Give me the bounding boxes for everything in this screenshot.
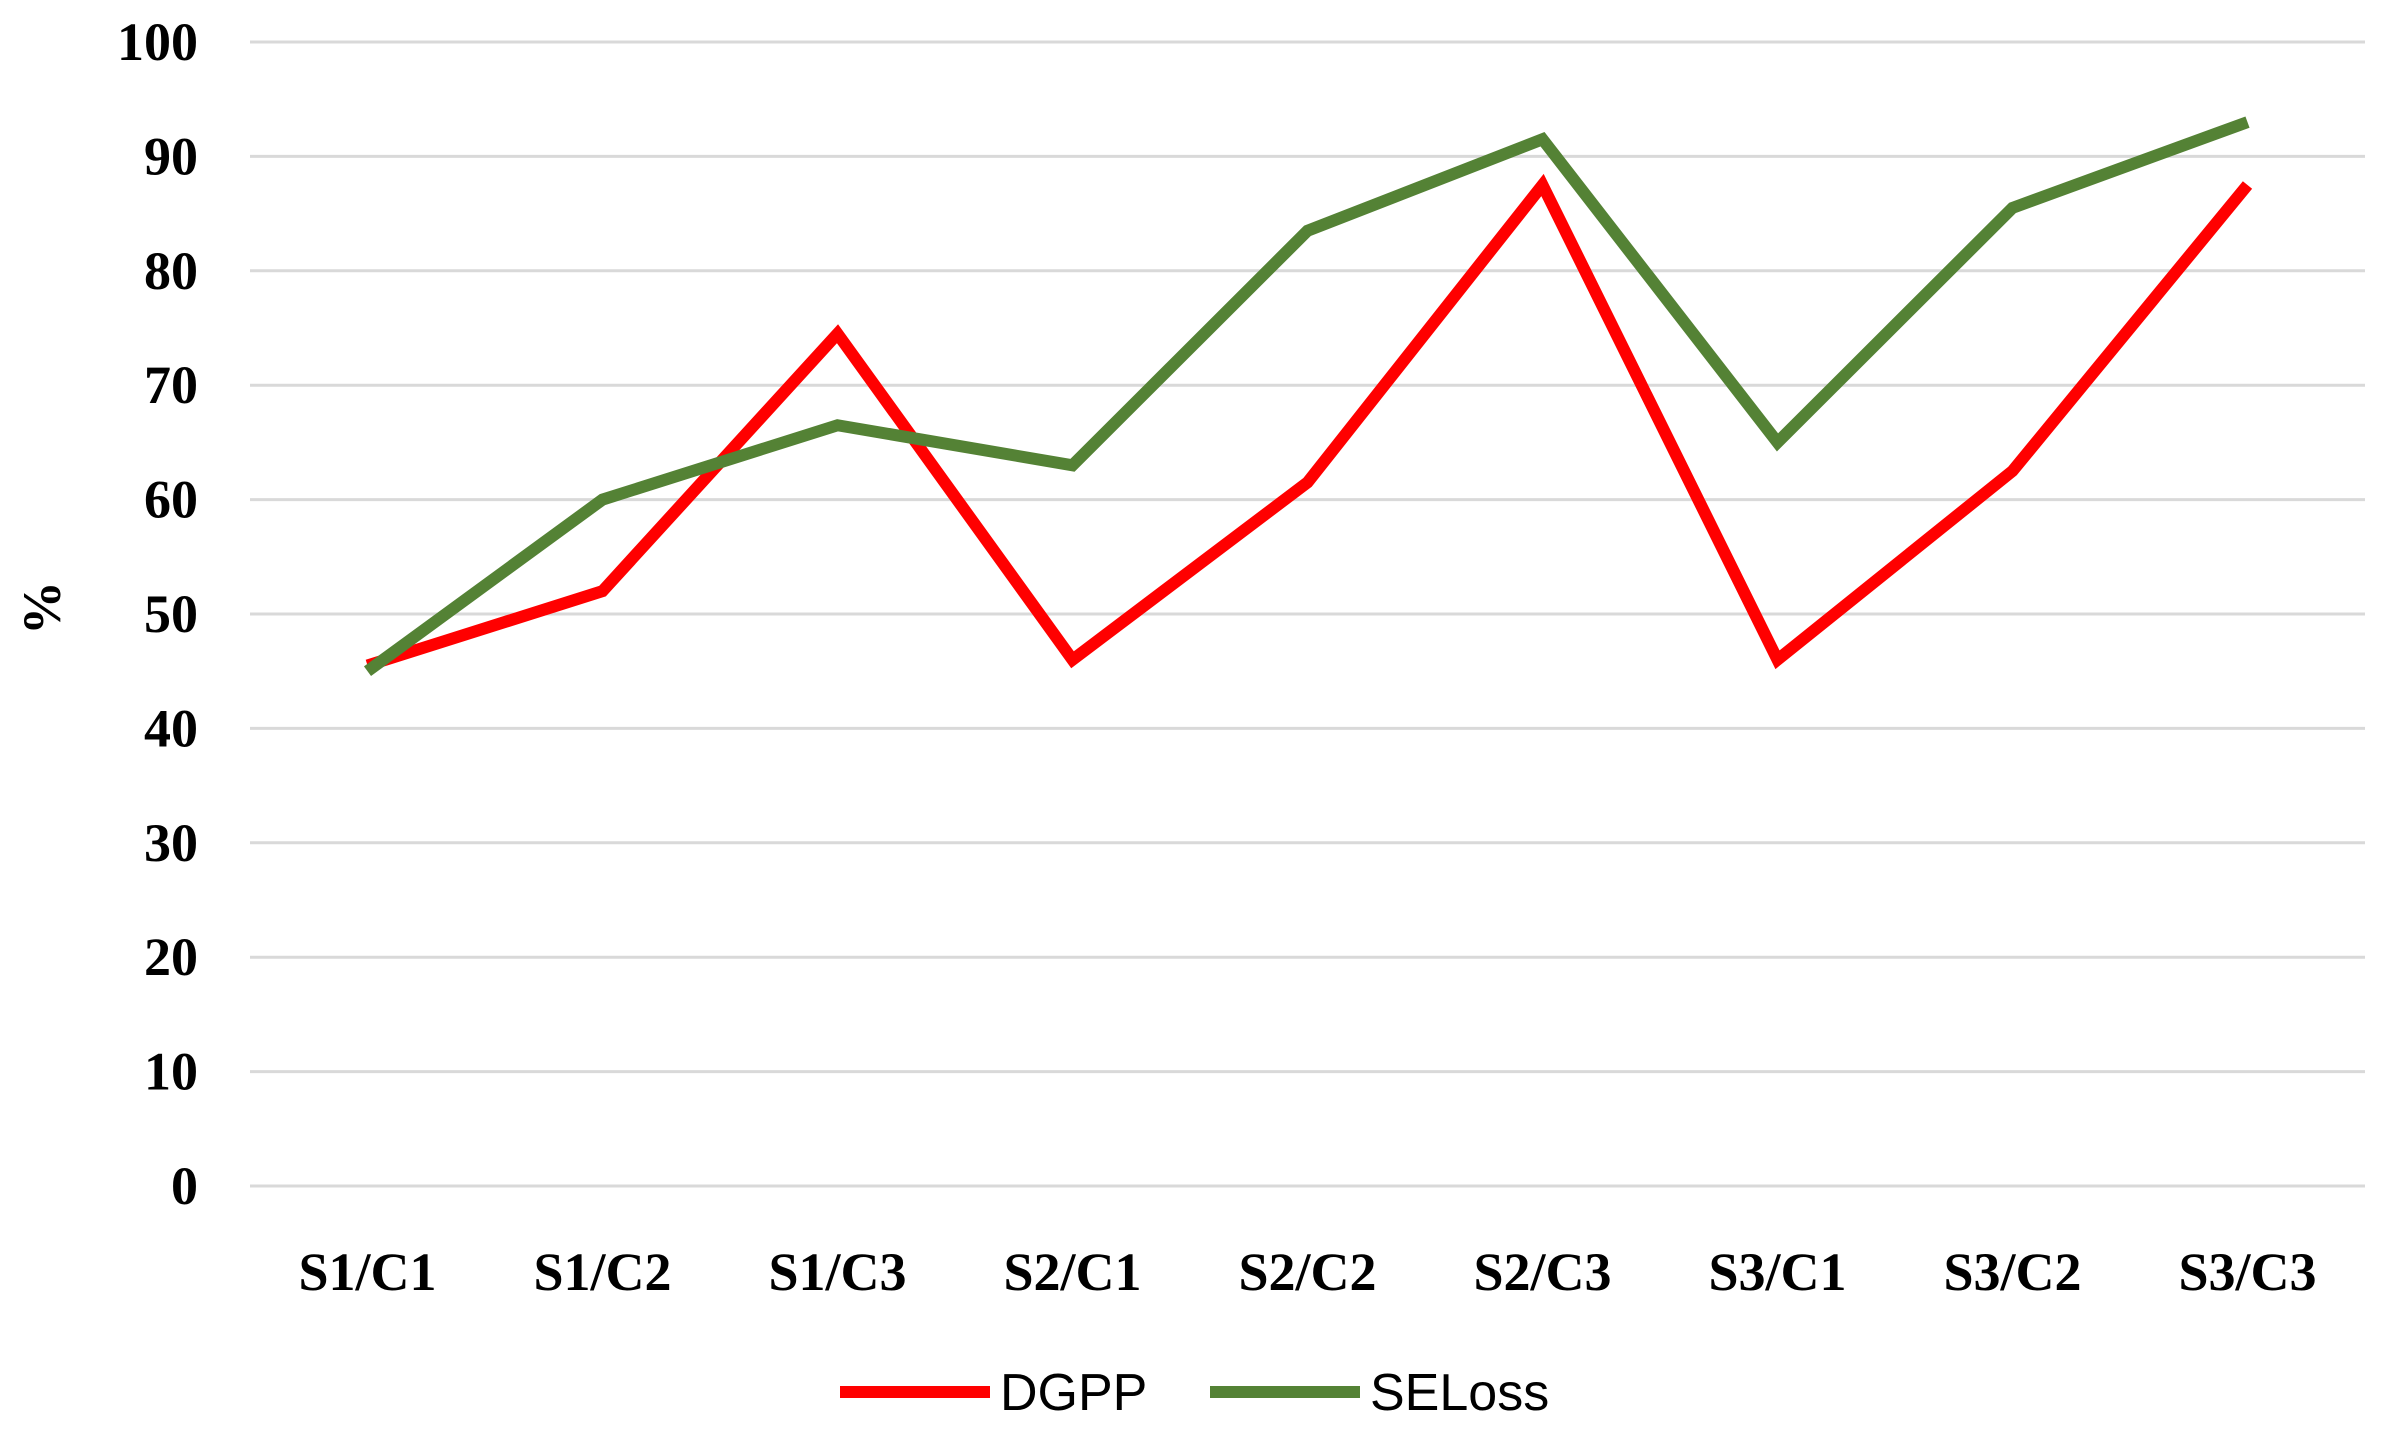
legend-label-dgpp: DGPP (1000, 1364, 1147, 1422)
series-line-seloss (363, 116, 2250, 677)
y-tick-label: 50 (144, 584, 198, 644)
y-tick-label: 100 (117, 12, 198, 72)
y-tick-label: 10 (144, 1042, 198, 1102)
x-tick-label: S1/C2 (533, 1242, 671, 1302)
x-tick-label: S3/C3 (2178, 1242, 2316, 1302)
y-tick-label: 90 (144, 126, 198, 186)
x-tick-label: S1/C3 (768, 1242, 906, 1302)
x-tick-label: S3/C1 (1708, 1242, 1846, 1302)
series-lines (363, 116, 2253, 677)
y-axis-label: % (12, 581, 72, 635)
x-axis-ticks: S1/C1 S1/C2 S1/C3 S2/C1 S2/C2 S2/C3 S3/C1 S3/C2… (298, 1242, 2316, 1302)
x-tick-label: S3/C2 (1943, 1242, 2081, 1302)
y-tick-label: 40 (144, 698, 198, 758)
y-tick-label: 60 (144, 470, 198, 530)
y-tick-label: 0 (171, 1156, 198, 1216)
legend: DGPP SELoss (840, 1364, 1549, 1422)
x-tick-label: S2/C3 (1473, 1242, 1611, 1302)
legend-label-seloss: SELoss (1370, 1364, 1549, 1422)
y-tick-label: 30 (144, 813, 198, 873)
gridlines (250, 40, 2365, 1188)
y-tick-label: 80 (144, 241, 198, 301)
y-axis-ticks: 0 10 20 30 40 50 60 70 80 90 100 (117, 12, 198, 1216)
y-tick-label: 70 (144, 355, 198, 415)
y-tick-label: 20 (144, 927, 198, 987)
x-tick-label: S1/C1 (298, 1242, 436, 1302)
x-tick-label: S2/C1 (1003, 1242, 1141, 1302)
x-tick-label: S2/C2 (1238, 1242, 1376, 1302)
